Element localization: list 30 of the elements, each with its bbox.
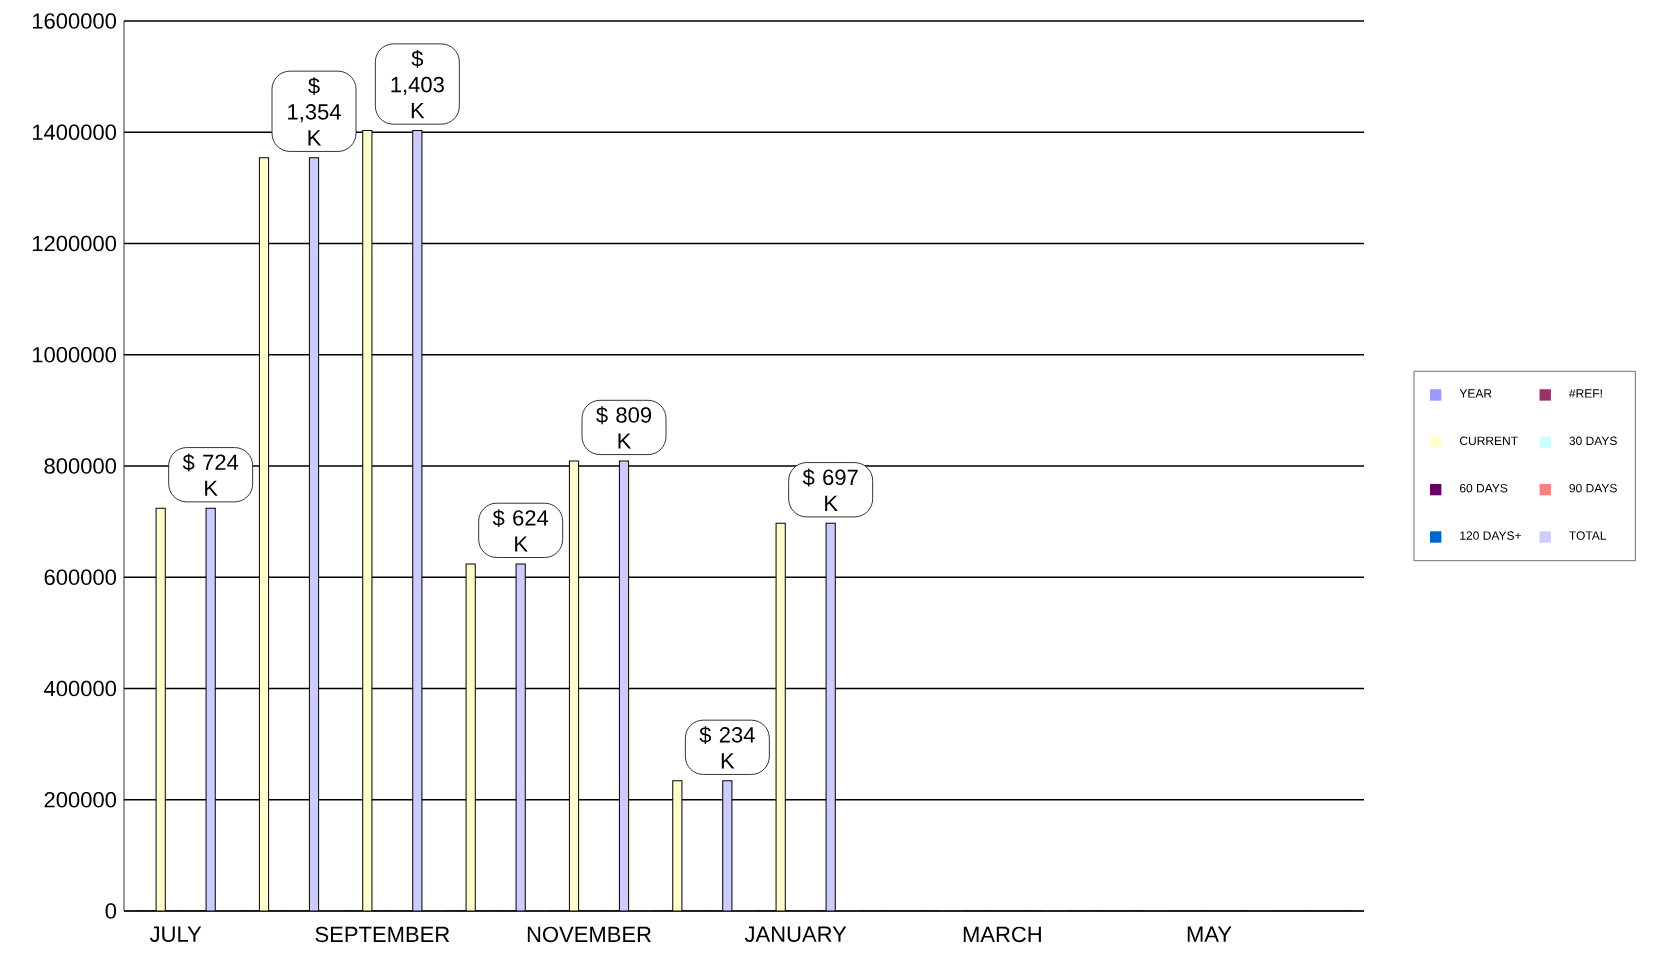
data-label: $ 1,403 K (391, 49, 444, 119)
legend-label: 120 DAYS+ (1460, 531, 1521, 540)
legend-label: TOTAL (1569, 531, 1607, 540)
legend-label: 30 DAYS (1569, 436, 1617, 446)
y-tick-label: 1400000 (32, 124, 117, 141)
y-tick-label: 1200000 (32, 235, 117, 252)
data-label: $ 724 K (182, 453, 239, 496)
x-tick-label: MARCH (963, 926, 1041, 943)
x-tick-label: SEPTEMBER (315, 926, 450, 943)
y-tick-label: 1000000 (32, 346, 117, 363)
legend-label: YEAR (1459, 389, 1492, 398)
data-label: $ 697 K (802, 468, 858, 511)
data-label: $ 1,354 K (288, 77, 341, 146)
y-tick-label: 600000 (44, 569, 117, 586)
y-tick-label: 800000 (44, 458, 117, 474)
legend-label: CURRENT (1459, 436, 1518, 446)
y-tick-label: 0 (105, 903, 117, 919)
data-label: $ 809 K (596, 406, 652, 449)
x-tick-label: NOVEMBER (527, 926, 651, 943)
legend-label: 90 DAYS (1569, 483, 1617, 493)
y-tick-label: 400000 (44, 680, 117, 697)
legend-label: #REF! (1568, 389, 1602, 398)
x-tick-label: JULY (149, 926, 202, 942)
y-tick-label: 200000 (44, 791, 117, 808)
data-label: $ 624 K (492, 509, 549, 552)
data-label: $ 234 K (699, 726, 755, 769)
legend-label: 60 DAYS (1459, 483, 1508, 493)
x-tick-label: MAY (1187, 926, 1232, 942)
y-tick-label: 1600000 (32, 13, 117, 29)
x-tick-label: JANUARY (744, 926, 847, 942)
